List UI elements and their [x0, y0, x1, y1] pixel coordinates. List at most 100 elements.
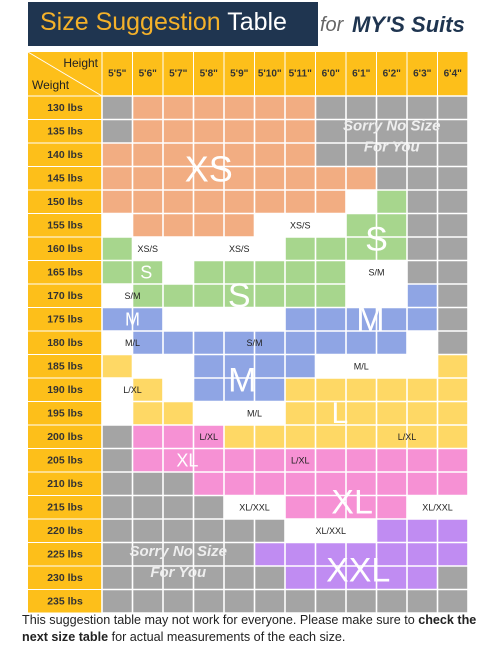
grid-cell: [346, 401, 377, 425]
grid-cell: [224, 448, 255, 472]
grid-cell: [437, 401, 468, 425]
grid-cell: [315, 284, 346, 308]
size-label-xl: XL: [176, 450, 198, 470]
grid-cell: [315, 495, 346, 519]
transition-label: XS/S: [229, 244, 250, 254]
grid-cell: [193, 260, 224, 284]
grid-cell: [193, 331, 224, 355]
grid-cell: [102, 472, 133, 496]
transition-label: M/L: [125, 338, 140, 348]
grid-cell: [346, 566, 377, 590]
grid-cell: [315, 190, 346, 214]
grid-cell: [376, 213, 407, 237]
weight-label-17: 215 lbs: [47, 501, 83, 513]
grid-cell: [285, 213, 316, 237]
weight-label-21: 235 lbs: [47, 595, 83, 607]
grid-cell: [407, 143, 438, 167]
grid-cell: [346, 307, 377, 331]
grid-cell: [315, 213, 346, 237]
grid-cell: [193, 119, 224, 143]
grid-cell: [407, 566, 438, 590]
grid-cell: [407, 190, 438, 214]
grid-cell: [285, 166, 316, 190]
grid-cell: [346, 425, 377, 449]
grid-cell: [193, 354, 224, 378]
grid-cell: [346, 354, 377, 378]
height-header-2: 5'7": [169, 69, 188, 80]
transition-label: L/XL: [291, 455, 310, 465]
height-header-9: 6'2": [383, 69, 402, 80]
grid-cell: [102, 401, 133, 425]
transition-label: XL/XXL: [315, 526, 346, 536]
grid-cell: [346, 190, 377, 214]
grid-cell: [254, 307, 285, 331]
grid-cell: [193, 378, 224, 402]
grid-cell: [193, 472, 224, 496]
grid-cell: [224, 284, 255, 308]
grid-cell: [163, 354, 194, 378]
height-header-11: 6'4": [444, 69, 463, 80]
height-header-3: 5'8": [200, 69, 219, 80]
grid-cell: [254, 378, 285, 402]
grid-cell: [224, 331, 255, 355]
grid-cell: [224, 401, 255, 425]
transition-label: XS/S: [290, 220, 311, 230]
footer-note: This suggestion table may not work for e…: [22, 612, 482, 646]
grid-cell: [132, 472, 163, 496]
grid-cell: [315, 425, 346, 449]
grid-cell: [102, 542, 133, 566]
grid-cell: [315, 331, 346, 355]
transition-label: L/XL: [398, 432, 417, 442]
size-label-m: M: [125, 309, 140, 329]
grid-cell: [102, 448, 133, 472]
grid-cell: [437, 237, 468, 261]
grid-cell: [224, 166, 255, 190]
page-title: Size Suggestion Table: [40, 8, 287, 37]
size-label-s: S: [140, 262, 152, 282]
grid-cell: [102, 589, 133, 613]
grid-cell: [132, 119, 163, 143]
grid-cell: [193, 425, 224, 449]
grid-cell: [346, 495, 377, 519]
no-size-note: Sorry No Size: [343, 117, 441, 134]
grid-cell: [376, 96, 407, 120]
grid-cell: [407, 448, 438, 472]
transition-label: S/M: [124, 291, 140, 301]
transition-label: XS/S: [137, 244, 158, 254]
grid-cell: [346, 448, 377, 472]
grid-cell: [346, 472, 377, 496]
grid-cell: [163, 331, 194, 355]
grid-cell: [254, 542, 285, 566]
grid-cell: [285, 378, 316, 402]
no-size-note: For You: [364, 138, 420, 155]
no-size-note: For You: [150, 564, 206, 581]
grid-cell: [224, 519, 255, 543]
grid-cell: [254, 143, 285, 167]
transition-label: XL/XXL: [422, 502, 453, 512]
grid-cell: [224, 425, 255, 449]
grid-cell: [407, 401, 438, 425]
grid-cell: [407, 284, 438, 308]
grid-cell: [437, 354, 468, 378]
grid-cell: [315, 542, 346, 566]
weight-label-10: 180 lbs: [47, 337, 83, 349]
grid-cell: [315, 566, 346, 590]
grid-cell: [102, 425, 133, 449]
grid-cell: [102, 260, 133, 284]
grid-cell: [315, 519, 346, 543]
grid-cell: [376, 401, 407, 425]
grid-cell: [224, 307, 255, 331]
grid-cell: [437, 542, 468, 566]
transition-label: L/XL: [123, 385, 142, 395]
grid-cell: [346, 260, 377, 284]
grid-cell: [163, 589, 194, 613]
weight-label-16: 210 lbs: [47, 478, 83, 490]
grid-cell: [224, 119, 255, 143]
weight-label-2: 140 lbs: [47, 149, 83, 161]
grid-cell: [254, 566, 285, 590]
footer-line2: for actual measurements of the each size…: [108, 630, 346, 644]
grid-cell: [315, 378, 346, 402]
grid-cell: [376, 566, 407, 590]
grid-cell: [102, 190, 133, 214]
